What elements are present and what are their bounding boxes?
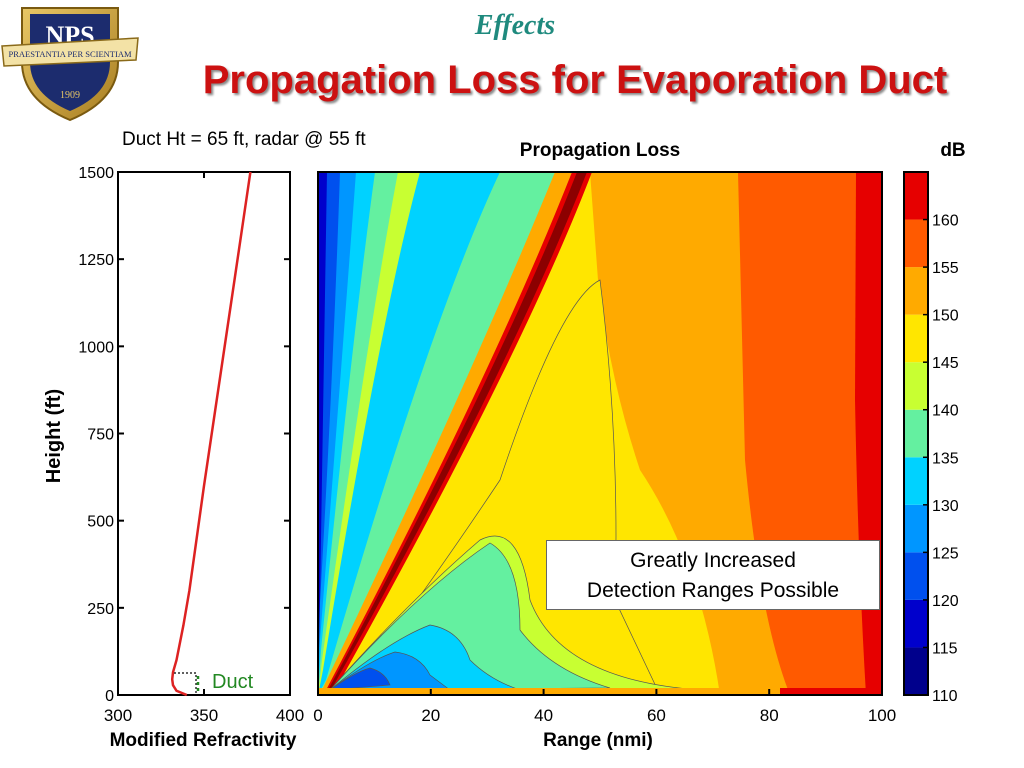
heatmap-x-tick-label: 40 <box>534 706 553 725</box>
colorbar-tick-label: 135 <box>932 450 959 467</box>
profile-y-tick-label: 1000 <box>78 339 114 356</box>
colorbar-segment <box>904 362 928 410</box>
colorbar-tick-label: 140 <box>932 403 959 420</box>
colorbar-tick-label: 130 <box>932 498 959 515</box>
colorbar-segment <box>904 409 928 458</box>
heatmap-x-tick-label: 100 <box>868 706 896 725</box>
colorbar-segment <box>904 457 928 505</box>
colorbar-segment <box>904 267 928 315</box>
colorbar-tick-label: 110 <box>932 688 958 705</box>
colorbar-tick-label: 155 <box>932 260 959 277</box>
profile-x-tick-label: 400 <box>276 706 304 725</box>
callout-line-2: Detection Ranges Possible <box>586 579 840 602</box>
colorbar-unit-label: dB <box>940 140 965 161</box>
colorbar-segment <box>904 552 928 600</box>
heatmap-x-tick-label: 0 <box>313 706 322 725</box>
heatmap-x-axis-label: Range (nmi) <box>543 730 653 751</box>
heatmap-field <box>318 172 882 695</box>
profile-y-tick-label: 1250 <box>78 252 114 269</box>
heatmap-x-axis: 0 20 40 60 80 100 <box>313 689 896 725</box>
colorbar-frame <box>903 171 929 696</box>
callout-line-1: Greatly Increased <box>630 549 796 572</box>
profile-x-axis-label: Modified Refractivity <box>110 730 297 751</box>
colorbar-tick-label: 160 <box>932 213 959 230</box>
colorbar-tick-label: 150 <box>932 308 959 325</box>
profile-y-axis: 0 250 500 750 1000 1250 1500 <box>78 165 324 705</box>
heatmap-title: Propagation Loss <box>520 140 680 161</box>
logo-year: 1909 <box>60 90 80 101</box>
profile-y-tick-label: 500 <box>87 514 114 531</box>
chart-subtitle: Duct Ht = 65 ft, radar @ 55 ft <box>122 129 366 150</box>
profile-x-tick-label: 350 <box>190 706 218 725</box>
profile-y-tick-label: 1500 <box>78 165 114 182</box>
section-label: Effects <box>474 10 556 41</box>
colorbar-segment <box>904 599 928 648</box>
profile-x-tick-label: 300 <box>104 706 132 725</box>
heatmap-x-tick-label: 20 <box>421 706 440 725</box>
heatmap-x-tick-label: 80 <box>760 706 779 725</box>
colorbar-tick-label: 120 <box>932 593 959 610</box>
profile-y-tick-label: 0 <box>105 688 114 705</box>
heatmap-x-tick-label: 60 <box>647 706 666 725</box>
colorbar-segment <box>904 219 928 268</box>
colorbar-tick-label: 145 <box>932 355 959 372</box>
colorbar: 110 115 120 125 130 135 140 145 150 155 160 <box>903 171 959 705</box>
colorbar-segment <box>904 314 928 363</box>
colorbar-segment <box>904 504 928 553</box>
slide-title: Propagation Loss for Evaporation Duct <box>202 58 948 102</box>
profile-plot-frame <box>117 171 291 696</box>
profile-y-tick-label: 750 <box>87 427 114 444</box>
logo-motto: PRAESTANTIA PER SCIENTIAM <box>8 49 131 59</box>
duct-bracket <box>174 672 197 695</box>
colorbar-segment <box>904 647 928 695</box>
colorbar-segment <box>904 172 928 220</box>
profile-x-axis: 300 350 400 <box>104 172 304 725</box>
nps-logo: NPS 1909 PRAESTANTIA PER SCIENTIAM <box>1 7 139 122</box>
colorbar-tick-label: 125 <box>932 545 959 562</box>
duct-label: Duct <box>212 671 254 693</box>
annotation-callout: Greatly Increased Detection Ranges Possi… <box>546 540 880 610</box>
refractivity-profile-line <box>170 171 252 697</box>
profile-y-tick-label: 250 <box>87 601 114 618</box>
heatmap-plot-frame <box>317 171 883 696</box>
profile-y-axis-label: Height (ft) <box>43 389 65 483</box>
colorbar-tick-label: 115 <box>932 640 958 657</box>
